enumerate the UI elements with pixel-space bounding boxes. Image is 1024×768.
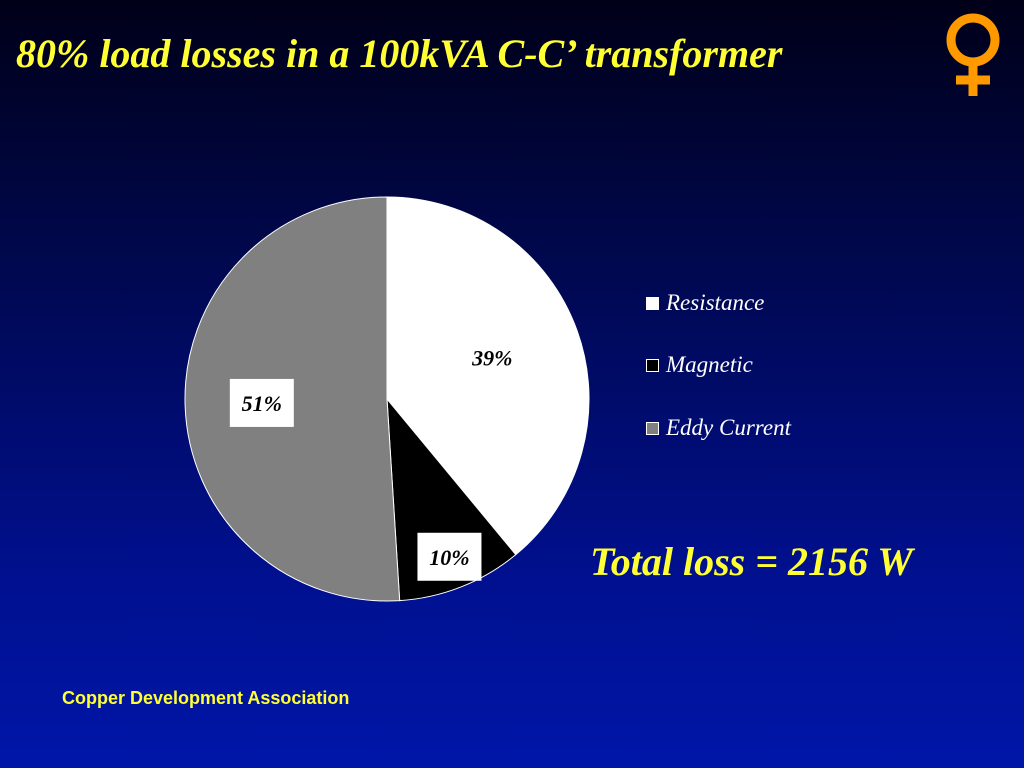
pie-label-box-eddy-current: [229, 378, 294, 427]
legend-item-eddy-current: Eddy Current: [646, 415, 791, 441]
legend-swatch-magnetic: [646, 358, 659, 372]
pie-label-box-magnetic: [417, 532, 482, 581]
legend-label-resistance: Resistance: [666, 290, 765, 315]
pie-label-magnetic: 10%: [429, 545, 469, 570]
legend-swatch-eddy-current: [646, 421, 659, 435]
footer-organization: Copper Development Association: [62, 688, 350, 708]
slide-title: 80% load losses in a 100kVA C-C’ transfo…: [16, 31, 783, 76]
legend-item-resistance: Resistance: [646, 290, 764, 316]
pie-slice-resistance: [386, 196, 590, 556]
venus-copper-symbol-icon: [946, 13, 1000, 96]
legend-label-magnetic: Magnetic: [666, 352, 753, 377]
legend-label-eddy-current: Eddy Current: [666, 415, 791, 440]
pie-label-resistance: 39%: [471, 345, 512, 370]
legend-item-magnetic: Magnetic: [646, 352, 753, 378]
total-loss-label: Total loss = 2156 W: [590, 539, 913, 584]
legend-swatch-resistance: [646, 296, 659, 310]
pie-label-eddy-current: 51%: [242, 391, 282, 416]
